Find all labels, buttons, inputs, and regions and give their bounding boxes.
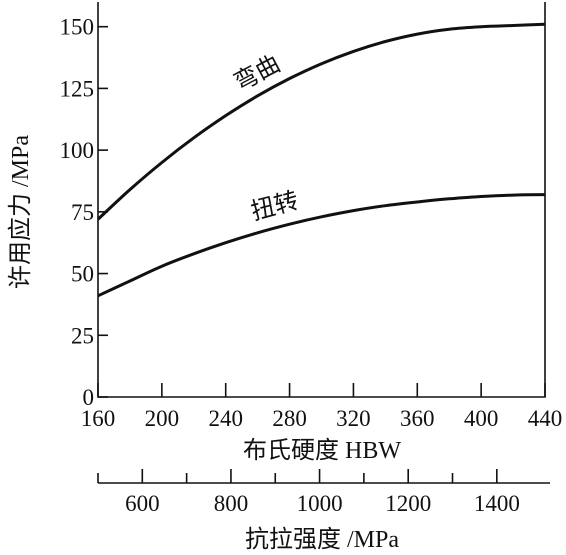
- x-tick-label: 360: [400, 406, 435, 431]
- x-tick-label: 440: [528, 406, 563, 431]
- secondary-x-axis-ticks: 600 800 1000 1200 1400: [97, 469, 550, 516]
- series-label: 弯曲: [230, 50, 285, 96]
- y-tick-label: 150: [60, 15, 95, 40]
- y-tick-label: 125: [60, 76, 95, 101]
- x-tick-label: 160: [81, 406, 116, 431]
- secondary-x-tick-label: 1200: [385, 491, 431, 516]
- y-tick-label: 25: [71, 323, 94, 348]
- x-tick-label: 400: [464, 406, 499, 431]
- y-axis-title: 许用应力 /MPa: [7, 135, 34, 289]
- y-axis-ticks: 0 25 50 75 100 125 150: [60, 15, 108, 410]
- x-axis-ticks: 160 200 240 280 320 360 400 440: [81, 383, 563, 431]
- y-tick-label: 0: [83, 385, 95, 410]
- series-line-bending: [96, 22, 546, 221]
- series-line-torsion: [97, 193, 546, 298]
- secondary-x-tick-label: 600: [125, 491, 160, 516]
- x-axis-title: 布氏硬度 HBW: [243, 437, 401, 464]
- secondary-x-axis-title: 抗拉强度 /MPa: [245, 526, 399, 553]
- secondary-x-tick-label: 1000: [297, 491, 343, 516]
- y-tick-label: 50: [71, 262, 94, 287]
- x-tick-label: 280: [272, 406, 307, 431]
- y-tick-label: 75: [71, 200, 94, 225]
- series-label: 扭转: [248, 187, 301, 226]
- y-tick-label: 100: [60, 138, 95, 163]
- plot-border: [97, 2, 546, 398]
- x-tick-label: 200: [145, 406, 180, 431]
- secondary-x-tick-label: 1400: [474, 491, 520, 516]
- x-tick-label: 240: [208, 406, 243, 431]
- plot-frame: [97, 2, 546, 398]
- x-tick-label: 320: [336, 406, 371, 431]
- secondary-x-tick-label: 800: [214, 491, 249, 516]
